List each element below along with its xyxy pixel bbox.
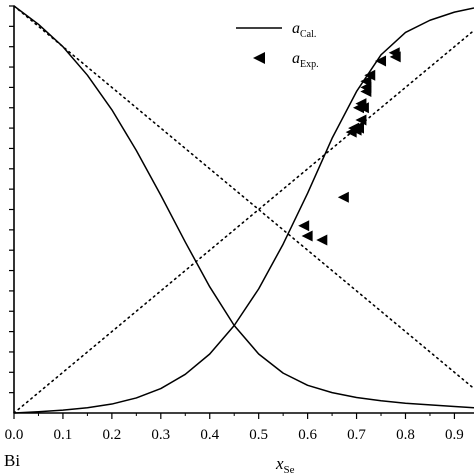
x-tick-label-8: 0.8 (396, 427, 415, 443)
x-tick-label-5: 0.5 (249, 427, 268, 443)
x-axis-ticks: 0.0 0.1 0.2 0.3 0.4 0.5 0.6 0.7 0.8 0.9 (5, 413, 464, 443)
series-line-1 (13, 7, 474, 414)
series-layer (13, 5, 474, 414)
exp-point-2 (316, 234, 328, 246)
x-tick-label-2: 0.2 (102, 427, 121, 443)
series-line-3 (13, 29, 474, 414)
x-tick-label-4: 0.4 (200, 427, 219, 443)
exp-point-1 (301, 230, 313, 242)
series-line-0 (13, 5, 474, 409)
x-axis-left-end-label: Bi (4, 451, 20, 470)
exp-point-12 (357, 102, 369, 114)
x-tick-label-9: 0.9 (445, 427, 464, 443)
exp-point-17 (375, 55, 387, 67)
x-tick-label-7: 0.7 (347, 427, 366, 443)
exp-point-15 (360, 75, 372, 87)
legend-label-exp: aExp. (292, 50, 319, 70)
legend-label-cal-subscript: Cal. (300, 29, 316, 40)
exp-point-9 (355, 114, 367, 126)
x-tick-label-6: 0.6 (298, 427, 317, 443)
legend: aCal. aExp. (236, 20, 319, 70)
x-tick-label-0: 0.0 (5, 427, 24, 443)
exp-point-0 (298, 220, 310, 232)
experimental-points (298, 47, 401, 246)
exp-point-16 (364, 69, 376, 81)
series-line-2 (13, 5, 474, 390)
plot-frame (13, 6, 474, 414)
x-axis-title-subscript: Se (284, 464, 295, 474)
axis-labels: Bi xSe (4, 451, 295, 474)
y-axis-ticks (9, 5, 14, 394)
x-tick-label-1: 0.1 (54, 427, 73, 443)
legend-triangle-symbol (253, 52, 265, 64)
exp-point-19 (389, 51, 401, 63)
exp-point-3 (337, 191, 349, 203)
legend-label-exp-subscript: Exp. (300, 59, 319, 70)
exp-point-8 (353, 122, 364, 134)
x-axis-title: xSe (275, 454, 295, 474)
x-tick-label-3: 0.3 (151, 427, 170, 443)
legend-label-cal: aCal. (292, 20, 316, 40)
